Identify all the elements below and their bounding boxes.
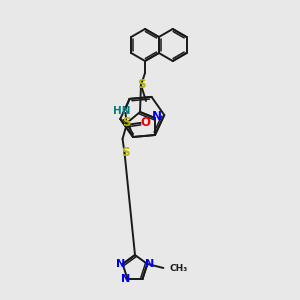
Text: CH₃: CH₃ bbox=[169, 265, 188, 274]
Text: N: N bbox=[145, 259, 154, 269]
Text: HN: HN bbox=[113, 106, 130, 116]
Text: S: S bbox=[122, 116, 130, 128]
Text: S: S bbox=[137, 79, 145, 92]
Text: S: S bbox=[121, 146, 130, 159]
Text: O: O bbox=[140, 116, 151, 129]
Text: N: N bbox=[121, 274, 130, 284]
Text: N: N bbox=[116, 259, 125, 269]
Text: N: N bbox=[152, 110, 162, 124]
